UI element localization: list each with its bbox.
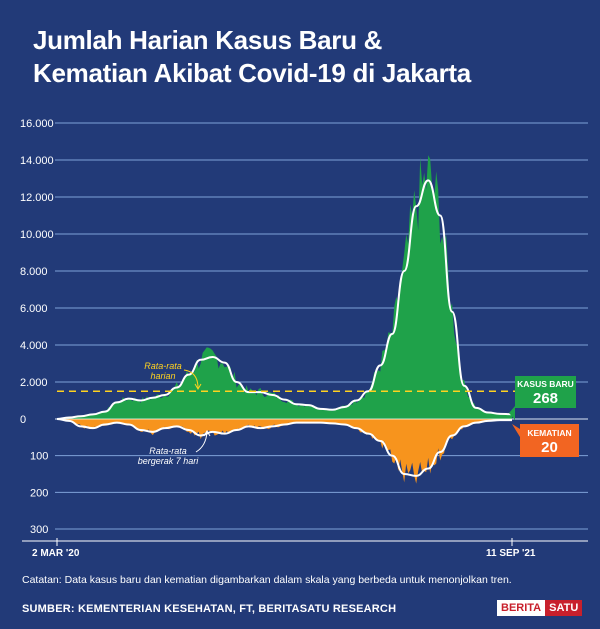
chart-note: Catatan: Data kasus baru dan kematian di…	[22, 574, 512, 586]
y-tick-label: 300	[30, 524, 48, 536]
y-tick-label: 200	[30, 487, 48, 499]
annotation-arrow	[195, 431, 208, 453]
source-credit: SUMBER: KEMENTERIAN KESEHATAN, FT, BERIT…	[22, 603, 397, 615]
deaths-moving-average-line	[56, 418, 512, 477]
annotation-moving-average: Rata-rata	[149, 446, 187, 456]
deaths-area	[57, 419, 512, 484]
annotation-daily-average: harian	[150, 371, 175, 381]
cases-area	[57, 155, 512, 419]
annotation-daily-average: Rata-rata	[144, 361, 182, 371]
covid-chart: 16.000 14.000 12.000 10.000 8.000 6.000 4.000 2…	[20, 118, 588, 559]
y-tick-label: 100	[30, 451, 48, 463]
cases-badge-pointer	[509, 406, 515, 420]
y-tick-label: 10.000	[20, 229, 54, 241]
beritasatu-logo: BERITA SATU	[497, 600, 583, 616]
y-tick-label: 0	[20, 414, 26, 426]
y-tick-label: 16.000	[20, 118, 54, 130]
deaths-badge-label: KEMATIAN	[527, 428, 571, 438]
annotation-arrowhead	[203, 430, 211, 437]
y-tick-label: 2.000	[20, 377, 48, 389]
annotation-arrow	[183, 369, 199, 389]
cases-moving-average-line	[56, 179, 513, 420]
cases-badge	[515, 376, 576, 408]
x-tick-end: 11 SEP '21	[486, 548, 536, 559]
y-tick-label: 4.000	[20, 340, 48, 352]
chart-title: Jumlah Harian Kasus Baru & Kematian Akib…	[33, 24, 471, 90]
deaths-badge	[520, 424, 579, 457]
deaths-badge-value: 20	[541, 439, 558, 456]
deaths-badge-pointer	[512, 424, 520, 437]
annotation-moving-average: bergerak 7 hari	[138, 456, 200, 466]
logo-part-berita: BERITA	[497, 600, 546, 616]
y-tick-label: 12.000	[20, 192, 54, 204]
title-line-2: Kematian Akibat Covid-19 di Jakarta	[33, 58, 471, 88]
logo-part-satu: SATU	[545, 600, 583, 616]
x-tick-start: 2 MAR '20	[32, 548, 80, 559]
cases-badge-value: 268	[533, 390, 558, 407]
cases-badge-label: KASUS BARU	[517, 379, 574, 389]
y-tick-label: 6.000	[20, 303, 48, 315]
y-tick-label: 8.000	[20, 266, 48, 278]
y-tick-label: 14.000	[20, 155, 54, 167]
title-line-1: Jumlah Harian Kasus Baru &	[33, 25, 383, 55]
annotation-arrowhead	[194, 383, 202, 390]
